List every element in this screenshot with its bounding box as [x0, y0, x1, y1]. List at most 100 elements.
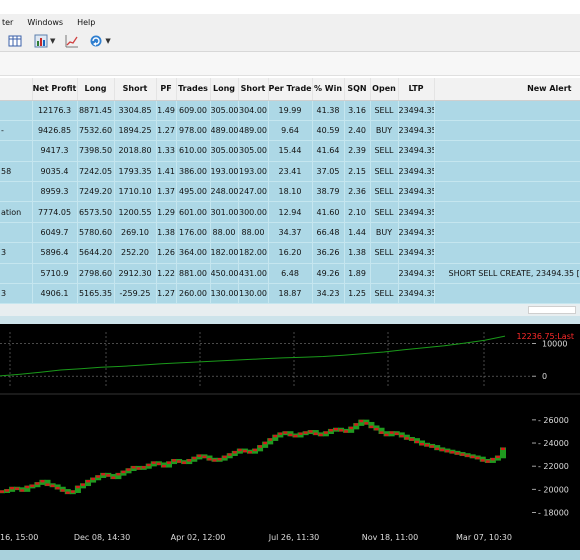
price-bar-marker: [131, 466, 136, 469]
chevron-down-icon[interactable]: ▼: [50, 36, 56, 45]
scrollbar-thumb[interactable]: [528, 306, 576, 314]
table-cell: 1.26: [156, 242, 177, 264]
menu-item-windows[interactable]: Windows: [27, 17, 64, 27]
column-header[interactable]: LTP: [398, 78, 435, 101]
price-bar-marker: [440, 448, 445, 452]
price-bar-marker: [35, 482, 40, 485]
column-header[interactable]: PF: [156, 78, 177, 101]
table-row[interactable]: -9426.85 7532.60 1894.25 1.27 978.00 489.00 48…: [0, 120, 580, 142]
table-cell: 5165.35: [77, 283, 115, 305]
column-header[interactable]: Short: [114, 78, 157, 101]
table-row[interactable]: ation 7774.05 6573.50 1200.55 1.29 601.00 301.…: [0, 201, 580, 223]
grid-icon[interactable]: [8, 34, 22, 48]
price-bar-marker: [273, 434, 278, 438]
table-cell: SELL: [370, 283, 399, 305]
price-bar-marker: [116, 473, 121, 476]
price-bar-marker: [182, 461, 187, 464]
table-cell: 23494.35: [398, 120, 435, 142]
panel-splitter[interactable]: [0, 316, 580, 324]
column-header[interactable]: [0, 78, 33, 101]
table-cell: 1.37: [156, 181, 177, 203]
menu-item-filter[interactable]: ter: [2, 17, 14, 27]
price-bar-marker: [207, 458, 212, 461]
table-row[interactable]: 3 4906.1 5165.35 -259.25 1.27 260.00 130.00 130…: [0, 283, 580, 305]
column-header[interactable]: Long: [77, 78, 115, 101]
table-row[interactable]: 12176.3 8871.45 3304.85 1.49 609.00 305.00 304…: [0, 100, 580, 121]
price-bar-marker: [161, 464, 166, 468]
price-bar-marker: [242, 449, 247, 453]
table-cell: 2.40: [344, 120, 371, 142]
line-chart-icon[interactable]: [65, 34, 79, 48]
column-header[interactable]: SQN: [344, 78, 371, 101]
column-header[interactable]: New Alert: [434, 78, 580, 101]
time-axis-label: Jul 26, 11:30: [268, 533, 320, 542]
column-header[interactable]: Short: [238, 78, 269, 101]
column-header[interactable]: % Win: [312, 78, 345, 101]
table-cell: ation: [0, 201, 33, 223]
menu-bar: ter Windows Help: [0, 14, 580, 30]
price-bar: [368, 421, 375, 429]
table-cell: 304.00: [238, 100, 269, 121]
table-cell: [434, 201, 580, 223]
table-cell: 193.00: [238, 161, 269, 183]
table-row[interactable]: 58 9035.4 7242.05 1793.35 1.41 386.00 193.00 19…: [0, 161, 580, 183]
price-bar-marker: [126, 468, 131, 471]
price-bar: [500, 447, 506, 459]
price-bar-marker: [45, 483, 50, 486]
table-cell: [0, 263, 33, 285]
table-cell: SELL: [370, 181, 399, 203]
table-header: Net Profit Long Short PF Trades Long Short Per …: [0, 78, 580, 101]
table-cell: 1793.35: [114, 161, 157, 183]
price-bar-marker: [384, 433, 389, 437]
chart-svg: 10000 0 12236.75:Last - 26000 - 24000 - 22000…: [0, 324, 580, 542]
results-grid[interactable]: Net Profit Long Short PF Trades Long Short Per …: [0, 78, 580, 316]
price-bar-marker: [303, 431, 308, 434]
column-header[interactable]: Per Trade: [268, 78, 313, 101]
table-cell: 23.41: [268, 161, 313, 183]
table-cell: [434, 120, 580, 142]
table-row[interactable]: 5710.9 2798.60 2912.30 1.22 881.00 450.00 431.…: [0, 263, 580, 285]
price-bar-marker: [50, 484, 55, 488]
price-bar-marker: [389, 431, 394, 434]
column-header[interactable]: Net Profit: [32, 78, 78, 101]
column-header[interactable]: Trades: [176, 78, 211, 101]
chevron-down-icon[interactable]: ▼: [105, 36, 111, 45]
table-cell: 1200.55: [114, 201, 157, 223]
table-cell: 1.89: [344, 263, 371, 285]
table-cell: 23494.35: [398, 242, 435, 264]
refresh-dropdown-icon[interactable]: [89, 34, 103, 48]
price-bar-marker: [172, 459, 177, 462]
price-bar-marker: [222, 455, 227, 459]
price-bar-marker: [232, 451, 237, 454]
price-bar-marker: [101, 473, 106, 476]
price-bar: [272, 434, 279, 441]
horizontal-scrollbar[interactable]: [0, 304, 580, 316]
table-cell: SELL: [370, 100, 399, 121]
table-cell: SELL: [370, 161, 399, 183]
table-cell: 9417.3: [32, 140, 78, 162]
table-cell: [434, 283, 580, 305]
price-bar-marker: [212, 459, 217, 462]
price-bar-marker: [435, 447, 440, 451]
table-cell: 23494.35: [398, 181, 435, 203]
menu-item-help[interactable]: Help: [77, 17, 96, 27]
price-bar-marker: [75, 485, 80, 489]
table-row[interactable]: 3 5896.4 5644.20 252.20 1.26 364.00 182.00 182.…: [0, 242, 580, 264]
price-bar-marker: [490, 458, 495, 461]
equity-line: [0, 335, 506, 377]
price-bar-marker: [65, 491, 70, 494]
price-bar-marker: [258, 445, 263, 448]
chart-dropdown-icon[interactable]: [34, 34, 48, 48]
table-row[interactable]: 8959.3 7249.20 1710.10 1.37 495.00 248.00 247.…: [0, 181, 580, 203]
column-header[interactable]: Open: [370, 78, 399, 101]
table-row[interactable]: 9417.3 7398.50 2018.80 1.33 610.00 305.00 305.…: [0, 140, 580, 162]
price-bar-marker: [60, 489, 65, 492]
column-header[interactable]: Long: [210, 78, 239, 101]
time-axis-label: Mar 07, 10:30: [456, 533, 512, 542]
price-bar-marker: [146, 463, 151, 467]
price-bar-marker: [293, 434, 298, 438]
table-cell: 5710.9: [32, 263, 78, 285]
table-cell: 1.38: [344, 242, 371, 264]
table-row[interactable]: 6049.7 5780.60 269.10 1.38 176.00 88.00 88.00 3…: [0, 222, 580, 244]
table-cell: [434, 100, 580, 121]
